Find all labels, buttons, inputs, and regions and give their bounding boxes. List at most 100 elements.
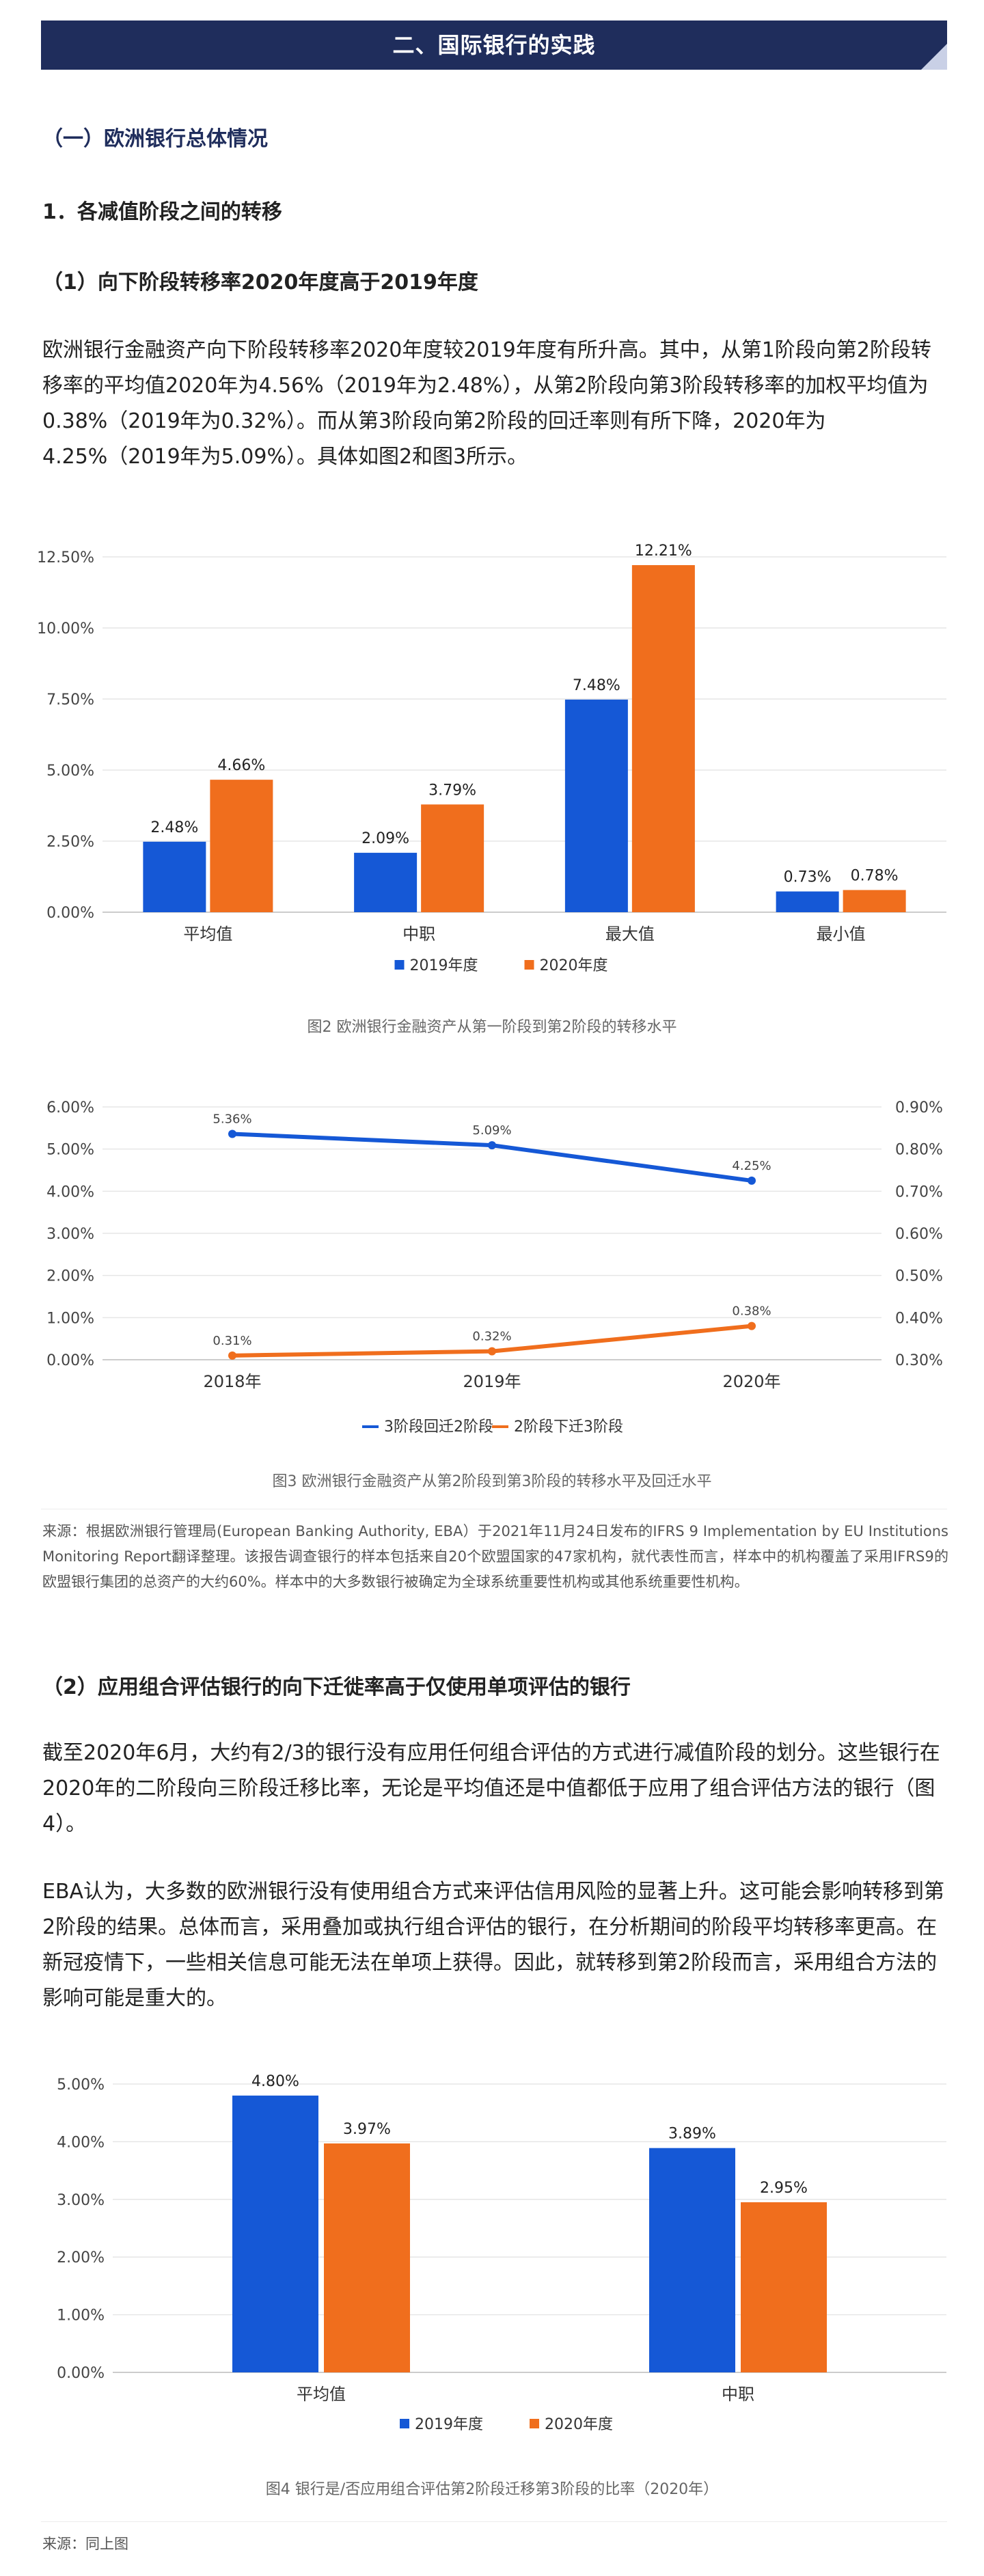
y-tick-label-right: 0.30% xyxy=(895,1352,943,1369)
heading-downward-transfer: （1）向下阶段转移率2020年度高于2019年度 xyxy=(42,271,478,294)
bar xyxy=(421,804,484,912)
bar-value-label: 2.95% xyxy=(760,2180,808,2197)
divider xyxy=(41,2521,947,2522)
bar xyxy=(210,780,273,912)
point-value-label: 4.25% xyxy=(732,1159,771,1173)
x-tick-label: 平均值 xyxy=(297,2385,346,2404)
chart-stage1-to-stage2: 0.00% 2.50% 5.00% 7.50% 10.00% 12.50% 2.48% 4.6… xyxy=(37,543,946,974)
paragraph-transfer-rates: 欧洲银行金融资产向下阶段转移率2020年度较2019年度有所升高。其中，从第1阶… xyxy=(42,338,931,469)
x-tick-label: 中职 xyxy=(722,2385,754,2404)
legend-label: 2阶段下迁3阶段 xyxy=(514,1419,623,1436)
figure-caption-3: 图3 欧洲银行金融资产从第2阶段到第3阶段的转移水平及回迁水平 xyxy=(272,1473,712,1490)
bar xyxy=(776,891,839,912)
x-tick-label: 平均值 xyxy=(183,924,232,944)
y-tick-label-left: 4.00% xyxy=(46,1183,94,1201)
y-tick-label-right: 0.70% xyxy=(895,1183,943,1201)
x-tick-label: 中职 xyxy=(402,924,435,944)
bar xyxy=(649,2148,735,2372)
y-tick-label-right: 0.40% xyxy=(895,1310,943,1327)
bar xyxy=(564,699,628,912)
data-point xyxy=(488,1141,496,1150)
section-banner: 二、国际银行的实践 xyxy=(41,20,947,70)
paragraph-portfolio-banks: 截至2020年6月，大约有2/3的银行没有应用任何组合评估的方式进行减值阶段的划… xyxy=(42,1741,940,1836)
legend-swatch xyxy=(530,2419,539,2428)
bar-value-label: 4.80% xyxy=(251,2073,299,2090)
figure-caption-4: 图4 银行是/否应用组合评估第2阶段迁移第3阶段的比率（2020年） xyxy=(265,2481,719,2498)
y-tick-label-right: 0.60% xyxy=(895,1226,943,1243)
figure-caption-2: 图2 欧洲银行金融资产从第一阶段到第2阶段的转移水平 xyxy=(307,1019,677,1036)
data-point xyxy=(228,1129,236,1138)
bar xyxy=(143,841,206,912)
y-tick-label-left: 6.00% xyxy=(46,1099,94,1116)
point-value-label: 5.09% xyxy=(472,1123,511,1138)
y-tick-label: 5.00% xyxy=(46,763,94,780)
y-tick-label-left: 2.00% xyxy=(46,1268,94,1285)
bar-value-label: 0.78% xyxy=(851,868,899,885)
bar-value-label: 3.89% xyxy=(668,2126,716,2143)
legend-swatch xyxy=(394,960,405,970)
bar-value-label: 7.48% xyxy=(573,677,620,694)
bar-value-label: 0.73% xyxy=(784,869,832,886)
point-value-label: 5.36% xyxy=(213,1112,251,1126)
bar xyxy=(354,853,418,912)
section-title: 二、国际银行的实践 xyxy=(392,32,596,58)
chart-portfolio-assessment: 0.00% 1.00% 2.00% 3.00% 4.00% 5.00% 4.80% 3.97%… xyxy=(57,2073,946,2433)
point-value-label: 0.31% xyxy=(213,1334,251,1348)
y-tick-label: 5.00% xyxy=(57,2077,105,2094)
point-value-label: 0.38% xyxy=(732,1304,771,1319)
y-tick-label-right: 0.50% xyxy=(895,1268,943,1285)
bar xyxy=(324,2143,410,2372)
data-point xyxy=(488,1347,496,1356)
bar xyxy=(232,2095,318,2372)
source-note-same: 来源：同上图 xyxy=(42,2536,128,2552)
y-tick-label: 10.00% xyxy=(37,620,94,638)
bar-value-label: 12.21% xyxy=(635,543,692,560)
series-line xyxy=(232,1132,752,1183)
y-tick-label: 0.00% xyxy=(57,2365,105,2382)
banner-corner-fold xyxy=(921,44,947,70)
heading-stage-transfer: 1．各减值阶段之间的转移 xyxy=(42,200,282,224)
y-tick-label-left: 3.00% xyxy=(46,1226,94,1243)
chart-stage2-to-stage3: 0.00% 0.30% 1.00% 0.40% 2.00% 0.50% 3.00% 0.60%… xyxy=(46,1099,943,1436)
legend-label: 2020年度 xyxy=(540,957,608,974)
bar xyxy=(843,890,906,912)
y-tick-label: 2.50% xyxy=(46,834,94,851)
legend-label: 2019年度 xyxy=(415,2416,483,2433)
y-tick-label: 4.00% xyxy=(57,2134,105,2151)
bar-value-label: 2.09% xyxy=(361,830,409,847)
x-tick-label: 最大值 xyxy=(605,924,655,944)
legend-swatch xyxy=(524,960,534,970)
y-tick-label-right: 0.80% xyxy=(895,1142,943,1159)
legend-label: 3阶段回迁2阶段 xyxy=(384,1419,493,1436)
y-tick-label: 1.00% xyxy=(57,2307,105,2325)
data-point xyxy=(748,1321,756,1330)
y-tick-label: 7.50% xyxy=(46,691,94,709)
y-tick-label: 3.00% xyxy=(57,2192,105,2209)
point-value-label: 0.32% xyxy=(472,1330,511,1344)
bar-value-label: 3.97% xyxy=(343,2121,391,2138)
x-tick-label: 2019年 xyxy=(463,1372,521,1391)
bar xyxy=(741,2202,827,2372)
legend-label: 2020年度 xyxy=(545,2416,613,2433)
x-tick-label: 2018年 xyxy=(203,1372,261,1391)
data-point xyxy=(748,1176,756,1185)
bar-value-label: 4.66% xyxy=(217,757,265,774)
y-tick-label-left: 1.00% xyxy=(46,1310,94,1327)
heading-europe-overview: （一）欧洲银行总体情况 xyxy=(42,127,268,151)
heading-portfolio-assessment: （2）应用组合评估银行的向下迁徙率高于仅使用单项评估的银行 xyxy=(42,1675,631,1699)
y-tick-label: 0.00% xyxy=(46,905,94,922)
paragraph-eba-view: EBA认为，大多数的欧洲银行没有使用组合方式来评估信用风险的显著上升。这可能会影… xyxy=(42,1880,945,2010)
bar-value-label: 3.79% xyxy=(428,782,476,799)
y-tick-label-left: 5.00% xyxy=(46,1142,94,1159)
y-tick-label: 2.00% xyxy=(57,2249,105,2266)
x-tick-label: 最小值 xyxy=(817,924,866,944)
source-note-eba: 来源：根据欧洲银行管理局(European Banking Authority,… xyxy=(42,1523,948,1590)
bar xyxy=(631,565,695,912)
legend-label: 2019年度 xyxy=(410,957,478,974)
bar-value-label: 2.48% xyxy=(150,819,198,836)
data-point xyxy=(228,1351,236,1360)
y-tick-label: 12.50% xyxy=(37,549,94,566)
legend-swatch xyxy=(400,2419,409,2428)
y-tick-label-left: 0.00% xyxy=(46,1352,94,1369)
y-tick-label-right: 0.90% xyxy=(895,1099,943,1116)
